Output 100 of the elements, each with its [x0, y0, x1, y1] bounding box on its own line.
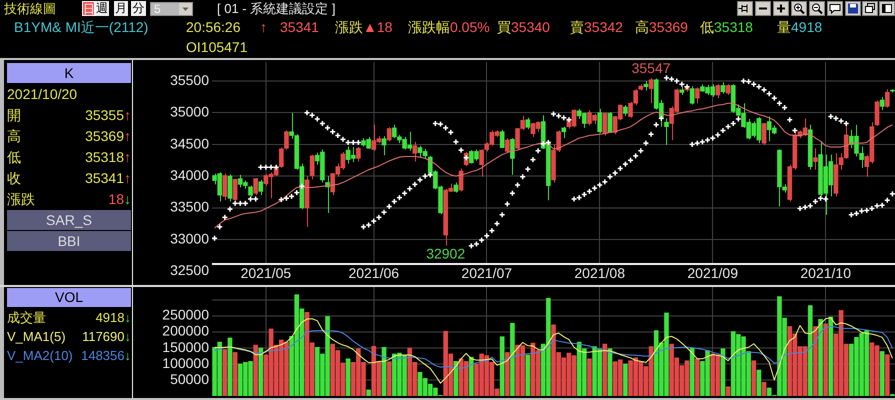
text: K	[7, 63, 131, 83]
candlestick	[386, 126, 392, 142]
tab: 週	[95, 1, 109, 16]
candlestick	[884, 88, 890, 108]
text: 賣	[570, 19, 584, 35]
y-tick-label: 200000	[162, 322, 210, 339]
bar	[756, 370, 762, 396]
text: BBI	[7, 231, 131, 251]
bar	[823, 324, 828, 396]
bar	[818, 319, 823, 396]
bar	[232, 352, 238, 396]
text: ↑	[260, 19, 267, 35]
text: 成交量	[7, 309, 46, 327]
candlestick	[222, 173, 228, 201]
x-tick-label: 2021/10	[800, 265, 851, 282]
text: [ 01 - 系統建議設定 ]	[217, 1, 336, 17]
bar	[587, 358, 592, 396]
candlestick	[284, 130, 289, 150]
text: 35341	[280, 19, 319, 35]
y-tick-label: 35000	[170, 104, 210, 120]
y-tick-label: 34000	[170, 166, 210, 183]
bar	[808, 305, 813, 396]
x-tick-label: 2021/05	[240, 265, 292, 282]
bar	[386, 361, 392, 396]
candlestick	[525, 117, 530, 130]
candlestick	[623, 104, 628, 116]
bar	[880, 351, 884, 396]
candlestick	[278, 147, 284, 168]
candlestick	[813, 148, 818, 170]
text: 2021/10/20	[7, 85, 78, 104]
bar	[454, 361, 458, 396]
text: 20:56:26	[186, 19, 240, 35]
text: 4918↓	[96, 309, 131, 327]
candlestick	[608, 112, 612, 134]
candlestick	[762, 122, 766, 146]
text: 買	[497, 19, 511, 35]
bar	[469, 356, 474, 396]
y-tick-label: 32500	[170, 262, 210, 278]
y-tick-label: 50000	[170, 370, 210, 387]
bar	[813, 326, 818, 396]
bar	[828, 316, 834, 396]
text: OI105471	[186, 39, 248, 55]
bar	[366, 390, 371, 396]
text: 收 35341↑	[7, 170, 131, 186]
bar	[720, 348, 726, 396]
text: 148356↓	[81, 347, 131, 365]
candlestick	[602, 112, 608, 136]
candlestick	[664, 118, 669, 146]
text: 117690↓	[82, 328, 131, 346]
bar	[510, 322, 515, 396]
bar	[602, 344, 608, 396]
y-tick-label: 33500	[170, 198, 210, 215]
x-tick-label: 2021/07	[461, 265, 512, 282]
text: 低 35318↑	[7, 149, 131, 165]
bar	[694, 358, 700, 396]
text: 漲跌 18↓	[7, 191, 131, 207]
text: 量	[777, 19, 791, 35]
text: 35369	[649, 19, 688, 35]
bar	[623, 364, 628, 396]
text: SAR_S	[7, 210, 131, 230]
text: 4918	[791, 19, 822, 35]
annotation: 35547	[632, 60, 671, 76]
text: V_MA2(10)	[7, 347, 73, 365]
candlestick	[690, 86, 694, 105]
candlestick	[510, 138, 515, 176]
text: 低	[700, 19, 714, 35]
text: 漲跌	[335, 19, 363, 35]
y-tick-label: 35500	[170, 72, 210, 88]
y-tick-label: 250000	[162, 306, 210, 323]
bar	[228, 338, 232, 396]
text: 技術線圖	[4, 1, 56, 17]
candlestick	[228, 174, 232, 202]
bar	[690, 348, 694, 396]
x-tick-label: 2021/08	[574, 265, 626, 282]
candlestick	[561, 126, 566, 139]
bar	[884, 354, 890, 396]
candlestick	[454, 182, 458, 194]
x-tick-label: 2021/06	[348, 265, 400, 282]
candlestick	[720, 82, 726, 94]
candlestick	[504, 138, 510, 154]
x-tick-label: 2021/09	[687, 265, 738, 282]
y-tick-label: 150000	[162, 338, 210, 355]
candlestick	[458, 168, 464, 192]
bar	[258, 348, 264, 396]
bar	[382, 346, 386, 396]
text: 高 35369↑	[7, 128, 131, 144]
text: 高	[635, 19, 649, 35]
candlestick	[644, 80, 648, 92]
y-tick-label: 34500	[170, 135, 210, 152]
candlestick	[694, 86, 700, 104]
bar	[222, 349, 228, 396]
tab: 日	[82, 1, 95, 16]
text: 漲跌幅	[408, 19, 450, 35]
text: 35318	[714, 19, 753, 35]
tab: 分	[131, 1, 146, 16]
bar	[751, 360, 756, 396]
candlestick	[880, 96, 884, 111]
candlestick	[356, 146, 361, 162]
candlestick	[648, 78, 654, 104]
candlestick	[726, 84, 730, 96]
